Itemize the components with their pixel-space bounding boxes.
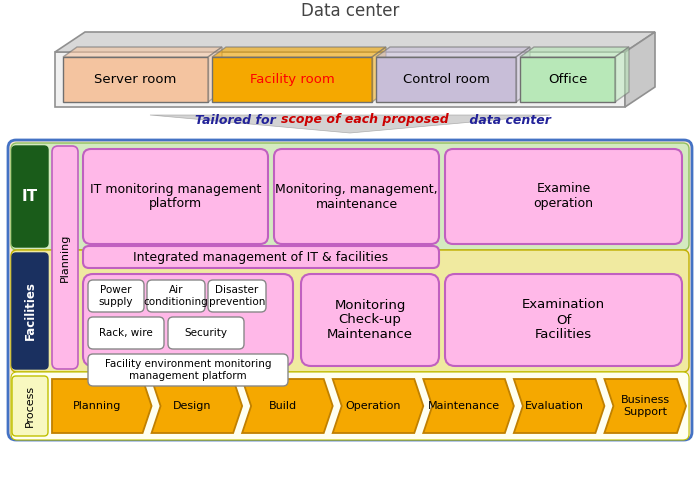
FancyBboxPatch shape: [83, 149, 268, 244]
Polygon shape: [516, 47, 530, 102]
Text: Examine
operation: Examine operation: [533, 183, 594, 210]
FancyBboxPatch shape: [83, 246, 439, 268]
Polygon shape: [376, 57, 516, 102]
Text: Security: Security: [185, 328, 228, 338]
FancyBboxPatch shape: [12, 253, 48, 369]
Text: Facilities: Facilities: [24, 282, 36, 341]
FancyBboxPatch shape: [12, 146, 48, 247]
Polygon shape: [376, 47, 530, 57]
Text: Facility room: Facility room: [250, 73, 335, 86]
FancyBboxPatch shape: [208, 280, 266, 312]
Text: Power
supply: Power supply: [99, 285, 133, 307]
Text: Rack, wire: Rack, wire: [99, 328, 153, 338]
Text: IT monitoring management
platform: IT monitoring management platform: [90, 183, 261, 210]
Polygon shape: [332, 379, 424, 433]
Polygon shape: [208, 47, 222, 102]
Text: Tailored for: Tailored for: [195, 113, 280, 127]
Text: Business
Support: Business Support: [621, 395, 670, 417]
FancyBboxPatch shape: [88, 280, 144, 312]
Polygon shape: [625, 32, 655, 107]
Polygon shape: [514, 379, 604, 433]
Text: Facility environment monitoring
management platform: Facility environment monitoring manageme…: [105, 359, 272, 381]
Polygon shape: [615, 47, 629, 102]
Text: Examination
Of
Facilities: Examination Of Facilities: [522, 298, 605, 342]
Text: IT: IT: [22, 189, 38, 204]
Text: Maintenance: Maintenance: [428, 401, 500, 411]
Text: Operation: Operation: [346, 401, 401, 411]
Text: Integrated management of IT & facilities: Integrated management of IT & facilities: [134, 250, 388, 263]
Text: Data center: Data center: [301, 2, 399, 20]
FancyBboxPatch shape: [11, 372, 689, 440]
FancyBboxPatch shape: [52, 146, 78, 369]
FancyBboxPatch shape: [83, 274, 293, 366]
Text: Disaster
prevention: Disaster prevention: [209, 285, 265, 307]
FancyBboxPatch shape: [301, 274, 439, 366]
Text: Monitoring, management,
maintenance: Monitoring, management, maintenance: [275, 183, 438, 210]
Text: Evaluation: Evaluation: [525, 401, 584, 411]
Polygon shape: [212, 57, 372, 102]
Polygon shape: [520, 57, 615, 102]
Text: data center: data center: [465, 113, 551, 127]
Polygon shape: [55, 52, 625, 107]
Polygon shape: [242, 379, 332, 433]
Text: Design: Design: [173, 401, 211, 411]
FancyBboxPatch shape: [445, 149, 682, 244]
FancyBboxPatch shape: [274, 149, 439, 244]
Polygon shape: [520, 47, 629, 57]
Polygon shape: [424, 379, 514, 433]
Text: Monitoring
Check-up
Maintenance: Monitoring Check-up Maintenance: [327, 298, 413, 342]
Polygon shape: [604, 379, 686, 433]
FancyBboxPatch shape: [445, 274, 682, 366]
FancyBboxPatch shape: [11, 250, 689, 372]
Text: Office: Office: [548, 73, 587, 86]
Text: Planning: Planning: [60, 233, 70, 282]
Polygon shape: [63, 47, 222, 57]
Text: scope of each proposed: scope of each proposed: [281, 113, 449, 127]
Polygon shape: [372, 47, 386, 102]
FancyBboxPatch shape: [147, 280, 205, 312]
Polygon shape: [52, 379, 152, 433]
Text: Server room: Server room: [94, 73, 176, 86]
Polygon shape: [212, 47, 386, 57]
Text: Build: Build: [269, 401, 297, 411]
Text: Process: Process: [25, 385, 35, 427]
Polygon shape: [150, 115, 550, 133]
FancyBboxPatch shape: [168, 317, 244, 349]
Text: Control room: Control room: [402, 73, 489, 86]
Polygon shape: [55, 32, 655, 52]
FancyBboxPatch shape: [88, 317, 164, 349]
Polygon shape: [63, 57, 208, 102]
FancyBboxPatch shape: [12, 376, 48, 436]
FancyBboxPatch shape: [11, 143, 689, 250]
FancyBboxPatch shape: [8, 140, 692, 440]
Text: Air
conditioning: Air conditioning: [144, 285, 209, 307]
Text: Planning: Planning: [73, 401, 122, 411]
FancyBboxPatch shape: [88, 354, 288, 386]
Polygon shape: [152, 379, 242, 433]
